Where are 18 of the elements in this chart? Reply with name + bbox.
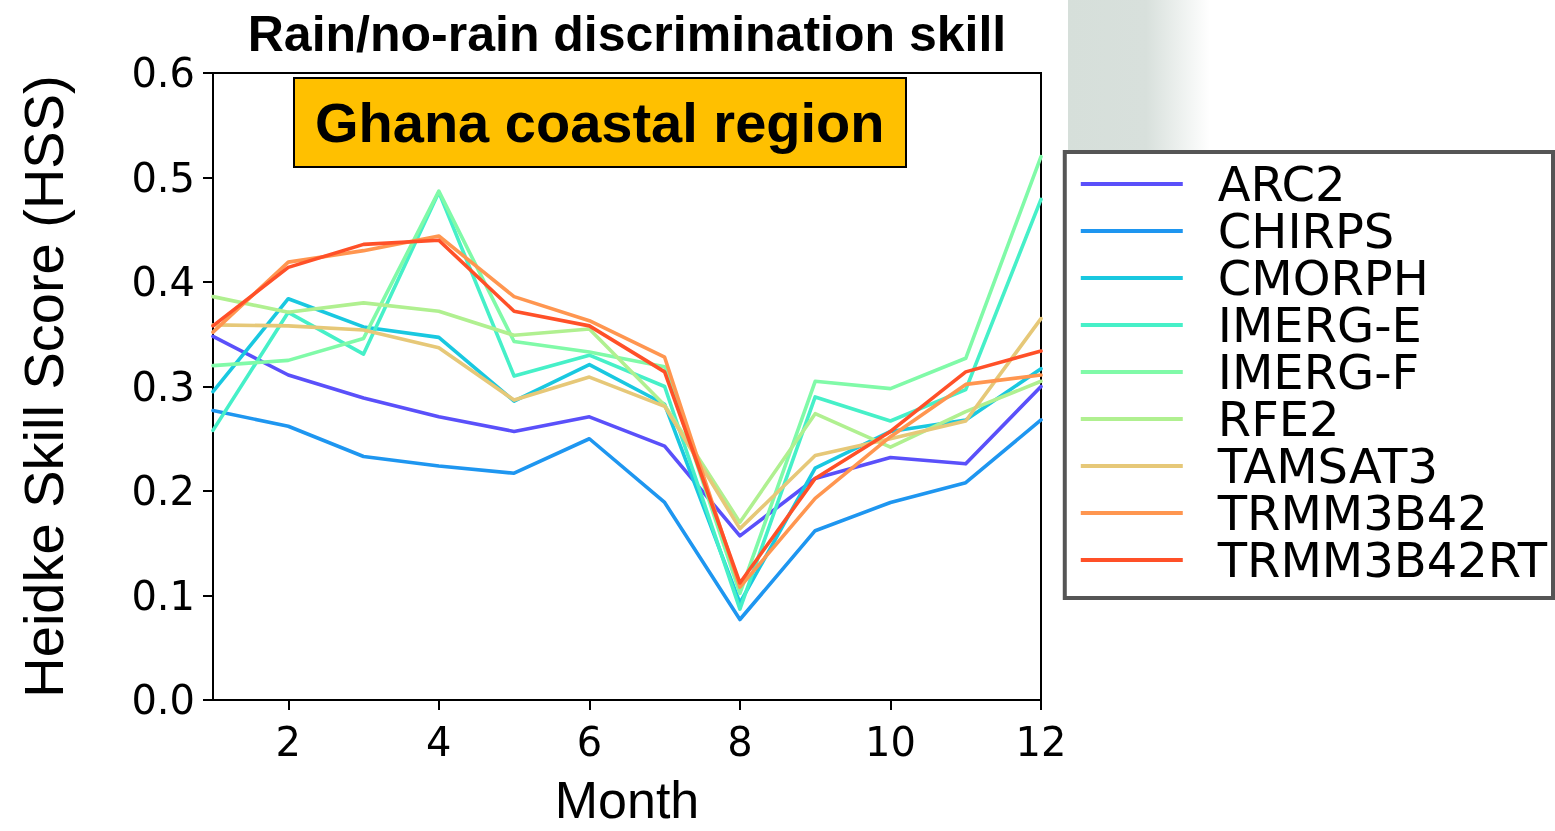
y-tick-label: 0.1 xyxy=(131,572,195,619)
x-axis-title: Month xyxy=(554,771,700,829)
x-tick-label: 2 xyxy=(275,719,301,765)
x-tick-label: 10 xyxy=(865,719,916,765)
y-tick-label: 0.4 xyxy=(131,259,195,305)
y-tick-label: 0.0 xyxy=(131,677,195,723)
y-tick-label: 0.2 xyxy=(131,468,195,514)
y-tick-label: 0.5 xyxy=(131,154,195,201)
x-tick-label: 8 xyxy=(727,719,753,765)
y-tick-label: 0.3 xyxy=(131,363,195,410)
x-tick-label: 6 xyxy=(576,719,603,765)
y-axis-title: Heidke Skill Score (HSS) xyxy=(11,75,75,698)
chart-title: Rain/no-rain discrimination skill xyxy=(246,6,1008,62)
line-series xyxy=(211,408,1043,622)
x-tick-label: 4 xyxy=(426,719,452,765)
x-tick-label: 12 xyxy=(1015,719,1067,765)
y-tick-label: 0.6 xyxy=(131,50,195,96)
annotation: Ghana coastal region xyxy=(293,77,907,168)
